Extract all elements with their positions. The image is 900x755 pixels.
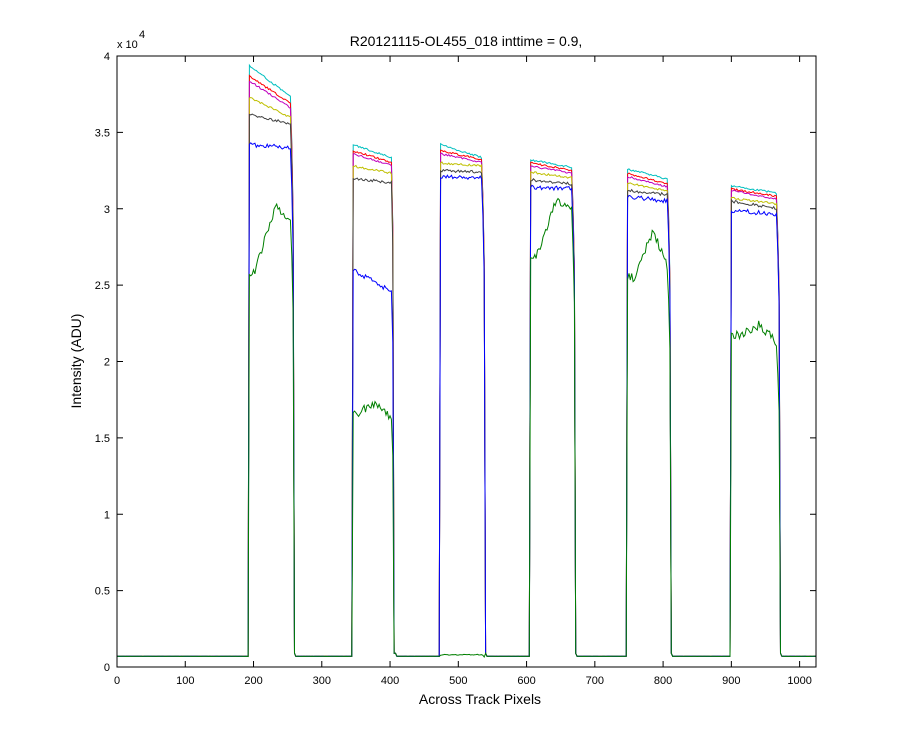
- y-exponent-power: 4: [139, 29, 145, 41]
- x-axis-ticks: 0 100 200 300 400 500 600 700 800 900 1000: [114, 56, 812, 687]
- y-tick-label: 3: [104, 204, 110, 216]
- x-tick-label: 200: [244, 675, 262, 687]
- x-tick-label: 400: [381, 675, 399, 687]
- y-tick-label: 3.5: [95, 127, 110, 139]
- y-tick-label: 1: [104, 509, 110, 521]
- plot-area: [117, 56, 816, 667]
- y-tick-label: 1.5: [95, 433, 110, 445]
- x-tick-label: 500: [449, 675, 467, 687]
- x-axis-label: Across Track Pixels: [419, 691, 541, 707]
- x-tick-label: 1000: [787, 675, 811, 687]
- y-tick-label: 0: [104, 662, 110, 674]
- x-tick-label: 100: [176, 675, 194, 687]
- chart-title: R20121115-OL455_018 inttime = 0.9,: [350, 33, 583, 49]
- y-axis-ticks: 0 0.5 1 1.5 2 2.5 3 3.5 4: [95, 51, 816, 674]
- x-tick-label: 800: [654, 675, 672, 687]
- x-tick-label: 300: [313, 675, 331, 687]
- x-tick-label: 700: [586, 675, 604, 687]
- x-tick-label: 900: [722, 675, 740, 687]
- y-tick-label: 2.5: [95, 280, 110, 292]
- series-line: [117, 197, 816, 659]
- y-tick-label: 4: [104, 51, 110, 63]
- y-tick-label: 2: [104, 357, 110, 369]
- y-exponent-prefix: x 10: [117, 39, 138, 51]
- y-axis-label: Intensity (ADU): [68, 314, 84, 409]
- x-tick-label: 600: [517, 675, 535, 687]
- x-tick-label: 0: [114, 675, 120, 687]
- y-tick-label: 0.5: [95, 586, 110, 598]
- series-layer: [116, 63, 817, 659]
